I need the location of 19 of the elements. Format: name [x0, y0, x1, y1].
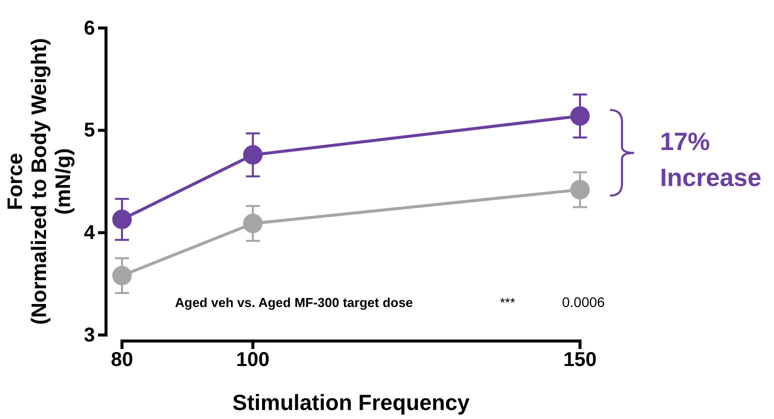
point: [112, 266, 132, 286]
x-axis-title: Stimulation Frequency: [232, 390, 470, 415]
point: [243, 214, 263, 234]
annotation: 0.0006: [562, 294, 606, 310]
y-tick-label: 6: [84, 17, 95, 40]
y-axis-title: Force (Normalized to Body Weight) (mN/g): [4, 38, 75, 325]
x-tick-label: 150: [563, 349, 597, 372]
point: [570, 106, 590, 126]
text: 17% Increase: [660, 128, 762, 192]
annotation: ***: [500, 295, 516, 310]
y-tick-label: 5: [84, 120, 95, 142]
y-tick-label: 3: [84, 324, 95, 346]
point: [243, 145, 263, 165]
x-tick-label: 100: [236, 349, 270, 372]
y-tick-label: 4: [84, 222, 96, 244]
annotation: Aged veh vs. Aged MF-300 target dose: [175, 295, 413, 310]
point: [112, 210, 132, 230]
point: [570, 180, 590, 200]
x-tick-label: 80: [110, 349, 134, 372]
